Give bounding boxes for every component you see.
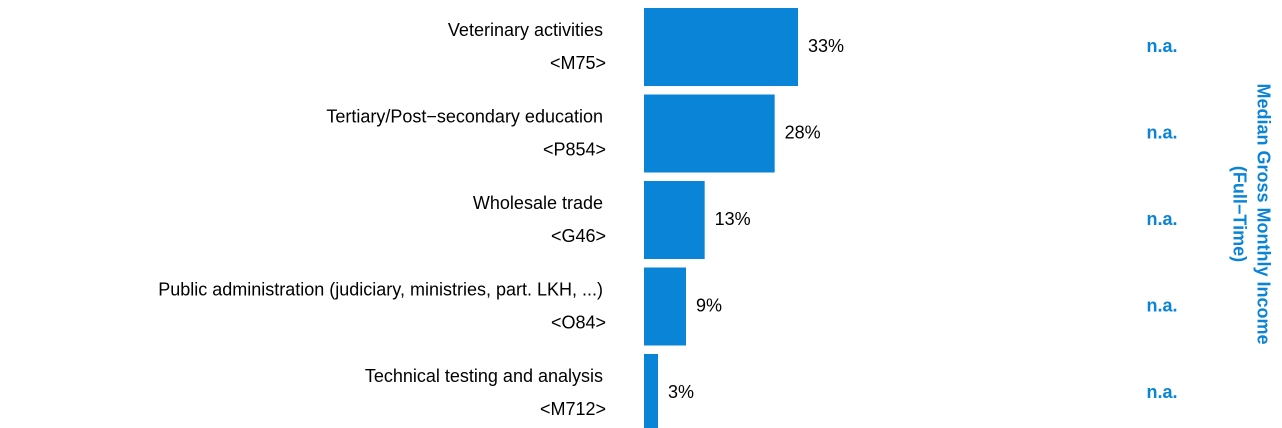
category-code: <G46>: [551, 226, 606, 246]
category-label: Technical testing and analysis: [365, 366, 603, 386]
income-title-line: (Full−Time): [1229, 166, 1249, 262]
bar: [644, 94, 775, 173]
category-code: <M75>: [550, 53, 606, 73]
income-title: Median Gross Monthly Income(Full−Time): [1229, 83, 1273, 344]
bar: [644, 8, 798, 86]
category-code: <M712>: [540, 399, 606, 419]
income-label: n.a.: [1146, 36, 1177, 56]
value-label: 3%: [668, 382, 694, 402]
category-label: Public administration (judiciary, minist…: [158, 279, 603, 299]
category-label: Veterinary activities: [448, 20, 603, 40]
value-label: 28%: [785, 122, 821, 142]
bar: [644, 354, 658, 428]
category-code: <P854>: [543, 139, 606, 159]
value-label: 13%: [715, 209, 751, 229]
category-label: Tertiary/Post−secondary education: [326, 106, 603, 126]
value-label: 33%: [808, 36, 844, 56]
income-label: n.a.: [1146, 209, 1177, 229]
income-label: n.a.: [1146, 295, 1177, 315]
bar: [644, 267, 686, 346]
income-label: n.a.: [1146, 382, 1177, 402]
category-code: <O84>: [551, 312, 606, 332]
income-title-line: Median Gross Monthly Income: [1253, 83, 1273, 344]
bar: [644, 181, 705, 259]
value-label: 9%: [696, 295, 722, 315]
category-label: Wholesale trade: [473, 193, 603, 213]
income-label: n.a.: [1146, 122, 1177, 142]
